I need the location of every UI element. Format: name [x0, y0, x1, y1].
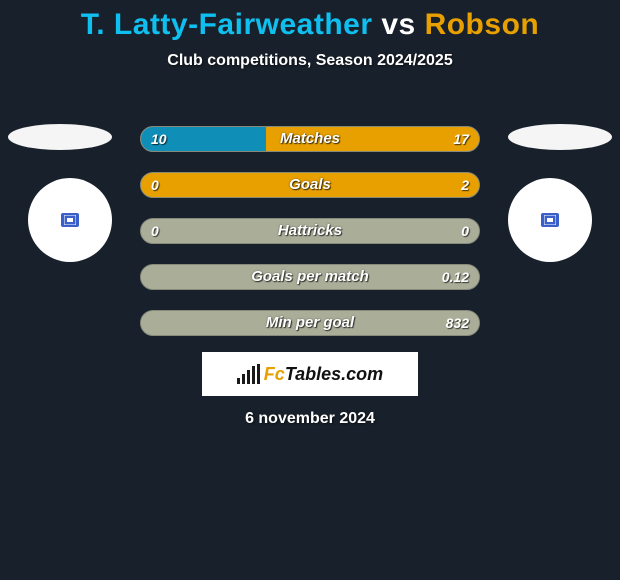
stat-fill-player2 — [266, 127, 479, 151]
stat-fill-player2 — [141, 173, 479, 197]
stats-table: 1017Matches 02Goals 0 0Hattricks 0.12Goals p… — [140, 126, 480, 356]
vs-label: vs — [381, 8, 415, 41]
logo-bars-icon — [237, 364, 260, 384]
stat-value-player2: 0 — [461, 219, 469, 243]
subtitle: Club competitions, Season 2024/2025 — [0, 52, 620, 70]
stat-row: 1017Matches — [140, 126, 480, 152]
date-label: 6 november 2024 — [0, 410, 620, 428]
stat-label: Goals per match — [141, 265, 479, 289]
club-badge-icon — [61, 213, 79, 227]
player1-photo-placeholder — [8, 124, 112, 150]
comparison-title: T. Latty-Fairweather vs Robson — [0, 0, 620, 42]
stat-row: 0 0Hattricks — [140, 218, 480, 244]
stat-value-player1: 0 — [151, 219, 159, 243]
logo-text: FcTables.com — [264, 364, 383, 385]
player1-club-badge — [28, 178, 112, 262]
stat-value-player2: 0.12 — [442, 265, 469, 289]
stat-row: 02Goals — [140, 172, 480, 198]
stat-label: Hattricks — [141, 219, 479, 243]
player1-name: T. Latty-Fairweather — [81, 8, 373, 41]
club-badge-icon — [541, 213, 559, 227]
stat-row: 0.12Goals per match — [140, 264, 480, 290]
stat-label: Min per goal — [141, 311, 479, 335]
stat-value-player2: 832 — [446, 311, 469, 335]
stat-row: 832Min per goal — [140, 310, 480, 336]
stat-fill-player1 — [141, 127, 266, 151]
player2-name: Robson — [425, 8, 540, 41]
fctables-logo: FcTables.com — [202, 352, 418, 396]
player2-photo-placeholder — [508, 124, 612, 150]
player2-club-badge — [508, 178, 592, 262]
